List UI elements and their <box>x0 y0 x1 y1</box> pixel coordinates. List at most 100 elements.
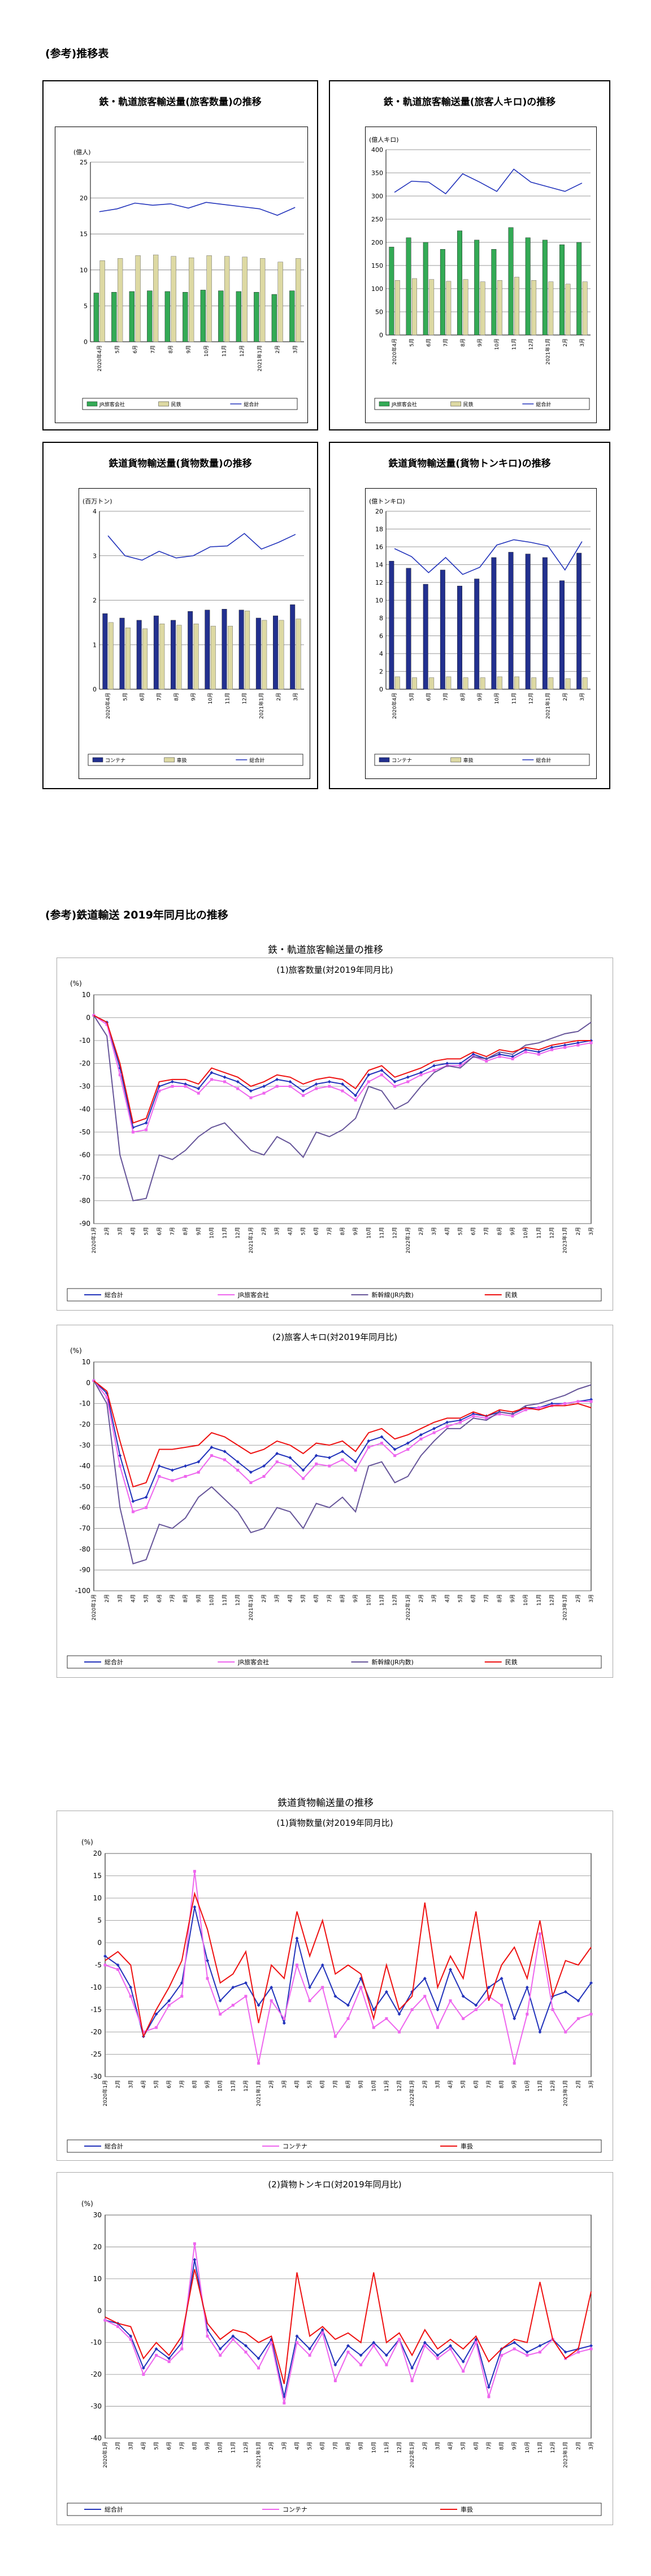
point-総合計 <box>538 2030 542 2034</box>
legend-label: 総合計 <box>105 1291 123 1299</box>
point-JR旅客会社 <box>432 1431 436 1434</box>
point-JR旅客会社 <box>328 1085 331 1088</box>
point-JR旅客会社 <box>236 1468 240 1472</box>
x-tick-label: 8月 <box>192 2442 198 2450</box>
x-tick-label: 2023年1月 <box>562 1594 568 1621</box>
y-tick-label: -40 <box>79 1462 90 1470</box>
point-コンテナ <box>244 1995 248 1998</box>
point-JR旅客会社 <box>275 1460 279 1464</box>
bar-車扱 <box>446 676 452 690</box>
point-JR旅客会社 <box>341 1458 344 1461</box>
x-tick-label: 2021年1月 <box>248 1594 254 1621</box>
bar-JR旅客会社 <box>440 249 445 336</box>
x-tick-label: 9月 <box>358 2080 364 2088</box>
y-tick-label: 0 <box>97 2307 102 2314</box>
point-コンテナ <box>346 2017 350 2020</box>
y-tick-label: 300 <box>371 193 383 200</box>
y-tick-label: 200 <box>371 239 383 246</box>
x-tick-label: 8月 <box>183 1227 189 1235</box>
point-コンテナ <box>116 2325 120 2328</box>
x-tick-label: 3月 <box>128 2080 134 2088</box>
legend-swatch <box>379 757 390 763</box>
point-コンテナ <box>398 2338 401 2341</box>
point-コンテナ <box>513 2347 516 2351</box>
x-tick-label: 11月 <box>537 2442 543 2453</box>
point-コンテナ <box>589 2012 593 2016</box>
x-tick-label: 2月 <box>575 2080 581 2088</box>
x-tick-label: 3月 <box>431 1594 437 1603</box>
point-総合計 <box>197 1087 201 1091</box>
point-総合計 <box>513 2017 517 2021</box>
legend-label: 車扱 <box>463 757 474 764</box>
x-tick-label: 4月 <box>294 2442 300 2450</box>
point-JR旅客会社 <box>315 1462 318 1465</box>
section-title-passenger: 鉄・軌道旅客輸送量の推移 <box>268 945 383 956</box>
point-JR旅客会社 <box>393 1454 397 1457</box>
y-tick-label: -10 <box>79 1400 90 1408</box>
plot-area <box>93 1361 592 1591</box>
point-総合計 <box>576 1041 580 1045</box>
point-総合計 <box>380 1435 384 1439</box>
x-tick-label: 7月 <box>484 1227 490 1235</box>
legend-box <box>67 2503 602 2516</box>
x-tick-label: 11月 <box>224 693 231 704</box>
x-tick-label: 10月 <box>218 2442 224 2453</box>
bar-車扱 <box>228 625 233 690</box>
x-tick-label: 8月 <box>460 338 466 347</box>
point-総合計 <box>436 2008 440 2012</box>
point-総合計 <box>231 2334 235 2338</box>
y-tick-label: 5 <box>97 1917 102 1925</box>
x-tick-label: 2023年1月 <box>562 1227 568 1254</box>
x-tick-label: 6月 <box>314 1227 320 1235</box>
bar-コンテナ <box>542 557 548 690</box>
point-総合計 <box>359 1977 363 1981</box>
x-tick-label: 10月 <box>209 1594 215 1605</box>
x-tick-label: 11月 <box>536 1227 542 1238</box>
x-tick-label: 6月 <box>473 2080 479 2088</box>
point-コンテナ <box>193 2242 196 2246</box>
bar-chart-passengers-count: (億人) 0 5 10 15 20 25 2020年4月 5月 6月 7月 8月 9月 10月 11月 12月… <box>73 149 304 410</box>
point-JR旅客会社 <box>406 1448 410 1451</box>
x-tick-label: 2020年1月 <box>102 2442 108 2468</box>
point-総合計 <box>262 1085 266 1088</box>
x-tick-label: 9月 <box>511 2442 518 2450</box>
legend-box <box>67 1655 602 1669</box>
x-tick-label: 12月 <box>239 345 245 356</box>
point-JR旅客会社 <box>105 1396 108 1399</box>
point-総合計 <box>249 1089 253 1093</box>
point-JR旅客会社 <box>197 1470 200 1474</box>
point-総合計 <box>223 1075 227 1079</box>
bar-JR旅客会社 <box>271 294 277 342</box>
point-コンテナ <box>231 2338 235 2341</box>
bar-JR旅客会社 <box>254 291 259 342</box>
point-JR旅客会社 <box>472 1415 475 1418</box>
bar-車扱 <box>210 625 216 690</box>
x-tick-label: 12月 <box>549 1227 555 1238</box>
point-総合計 <box>170 1080 174 1084</box>
point-総合計 <box>538 2344 542 2348</box>
box-line-passenger-km: (2)旅客人キロ(対2019年同月比) (%) 10 0 -10 -20 -30 -40 -5… <box>57 1325 613 1678</box>
y-tick-label: -70 <box>79 1174 90 1182</box>
y-tick-label: 8 <box>379 615 383 622</box>
point-総合計 <box>103 1954 107 1958</box>
x-tick-label: 2021年1月 <box>258 693 265 719</box>
plot-frame: (億トンキロ) 0 2 4 6 8 10 12 14 16 18 20 2020年4月 5月 6月 7月 8月 9… <box>365 488 597 779</box>
point-コンテナ <box>538 2351 541 2354</box>
bar-JR旅客会社 <box>389 246 394 336</box>
x-tick-label: 2月 <box>575 1594 581 1603</box>
bar-JR旅客会社 <box>183 291 188 342</box>
point-総合計 <box>384 1990 388 1994</box>
point-JR旅客会社 <box>145 1506 148 1509</box>
point-コンテナ <box>474 2008 478 2011</box>
point-総合計 <box>231 1986 235 1989</box>
bar-車扱 <box>279 620 284 690</box>
bar-民鉄 <box>531 280 537 336</box>
x-tick-label: 9月 <box>477 338 483 347</box>
x-tick-label: 8月 <box>497 1227 503 1235</box>
x-tick-label: 6月 <box>166 2442 172 2450</box>
point-JR旅客会社 <box>341 1089 344 1093</box>
x-tick-label: 4月 <box>444 1594 450 1603</box>
line-総合計 <box>99 202 296 216</box>
point-コンテナ <box>155 2026 158 2029</box>
